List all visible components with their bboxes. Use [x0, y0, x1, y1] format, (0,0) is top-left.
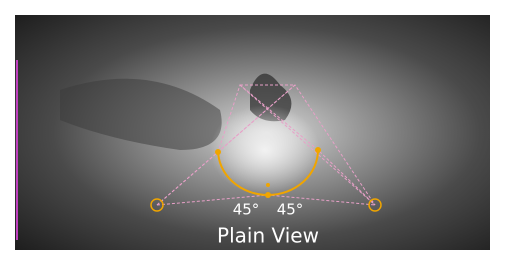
handle[interactable] — [265, 192, 271, 198]
angle-label: 45° — [233, 201, 260, 219]
angle-label: 45° — [277, 201, 304, 219]
scene: 45° 45° Plain View — [0, 0, 508, 255]
handle[interactable] — [315, 147, 321, 153]
handle[interactable] — [215, 149, 221, 155]
page: 45° 45° Plain View (() => { const data =… — [0, 0, 508, 255]
caption: Plain View — [217, 224, 319, 248]
handle[interactable] — [266, 183, 270, 187]
